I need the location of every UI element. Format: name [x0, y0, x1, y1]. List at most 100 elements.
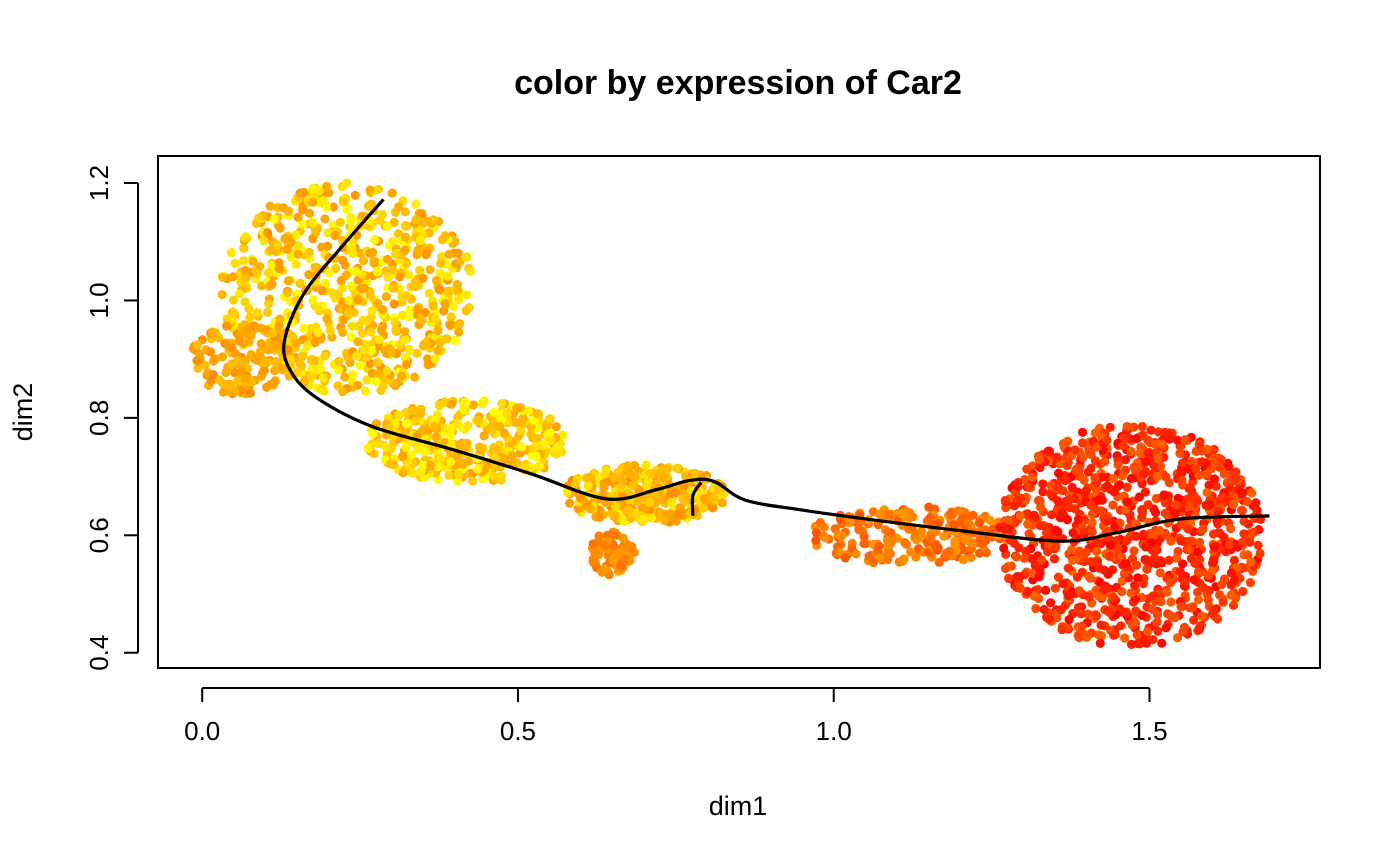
data-point — [1096, 506, 1106, 516]
data-point — [416, 408, 426, 419]
data-point — [1228, 600, 1239, 611]
data-point — [811, 528, 822, 538]
data-point — [949, 520, 959, 530]
data-point — [431, 432, 441, 442]
data-point — [264, 345, 274, 355]
data-point — [378, 305, 388, 315]
data-point — [239, 243, 249, 253]
data-point — [320, 351, 330, 361]
y-axis: 0.4 0.6 0.8 1.0 1.2 — [84, 165, 139, 671]
data-point — [1095, 638, 1105, 649]
data-point — [1183, 536, 1193, 547]
data-point — [1127, 554, 1138, 564]
data-point — [507, 451, 517, 461]
data-point — [1157, 439, 1167, 449]
data-point — [671, 488, 681, 498]
data-point — [1077, 427, 1088, 437]
data-point — [1176, 536, 1186, 546]
data-point — [295, 359, 305, 369]
data-point — [1187, 603, 1197, 613]
data-point — [1121, 607, 1131, 617]
data-point — [1086, 463, 1096, 473]
data-point — [446, 457, 456, 467]
data-point — [1172, 435, 1183, 445]
data-point — [1044, 446, 1054, 456]
data-point — [306, 371, 317, 381]
data-point — [667, 497, 677, 507]
data-point — [1152, 471, 1162, 482]
data-point — [1195, 537, 1205, 547]
y-tick-label: 1.0 — [84, 282, 114, 318]
data-point — [1045, 488, 1055, 498]
data-point — [354, 321, 364, 331]
data-point — [1165, 578, 1176, 588]
data-point — [1031, 603, 1041, 614]
data-point — [342, 204, 352, 215]
data-point — [1208, 558, 1218, 568]
data-point — [1253, 540, 1263, 550]
data-point — [678, 493, 688, 504]
data-point — [390, 381, 401, 391]
data-point — [218, 387, 229, 397]
data-point — [394, 410, 404, 420]
data-point — [405, 305, 415, 315]
data-point — [1113, 543, 1123, 553]
data-point — [1209, 453, 1220, 463]
data-point — [1105, 422, 1115, 432]
data-point — [401, 442, 411, 452]
data-point — [359, 283, 369, 293]
data-point — [1164, 434, 1174, 444]
data-point — [1197, 457, 1207, 467]
data-point — [1255, 548, 1265, 559]
data-point — [411, 199, 421, 209]
data-point — [283, 288, 293, 298]
data-point — [415, 265, 425, 275]
data-point — [1187, 456, 1197, 467]
data-point — [659, 515, 669, 525]
data-point — [346, 281, 356, 291]
data-point — [1041, 528, 1052, 538]
data-point — [465, 266, 476, 276]
data-point — [672, 463, 682, 473]
data-point — [335, 217, 345, 227]
data-point — [418, 273, 428, 283]
data-point — [1102, 481, 1112, 491]
data-point — [233, 355, 243, 365]
data-point — [1159, 490, 1169, 500]
data-point — [1050, 583, 1060, 593]
data-point — [264, 299, 274, 309]
x-axis-label: dim1 — [709, 791, 768, 821]
data-point — [874, 509, 885, 519]
data-point — [489, 471, 499, 481]
data-point — [419, 447, 429, 457]
data-point — [1003, 515, 1013, 525]
data-point — [1139, 469, 1149, 479]
data-point — [644, 497, 655, 507]
data-point — [851, 549, 861, 559]
data-point — [1219, 469, 1229, 479]
data-point — [350, 190, 360, 200]
data-point — [966, 552, 976, 563]
data-point — [601, 466, 611, 476]
data-point — [295, 278, 305, 289]
data-point — [295, 188, 305, 198]
data-point — [1041, 585, 1051, 596]
data-point — [228, 272, 238, 282]
data-point — [924, 502, 934, 512]
data-point — [373, 369, 383, 379]
data-point — [1137, 610, 1147, 621]
data-point — [1108, 500, 1118, 510]
data-point — [304, 247, 314, 257]
data-point — [402, 290, 412, 301]
data-point — [1077, 602, 1087, 612]
data-point — [1204, 501, 1214, 511]
data-point — [468, 476, 478, 486]
data-point — [217, 352, 227, 362]
data-point — [1214, 462, 1224, 472]
data-point — [1237, 505, 1247, 515]
data-point — [1073, 515, 1083, 525]
data-point — [417, 209, 427, 219]
data-point — [1060, 496, 1070, 506]
data-point — [334, 356, 344, 366]
data-point — [442, 334, 452, 344]
